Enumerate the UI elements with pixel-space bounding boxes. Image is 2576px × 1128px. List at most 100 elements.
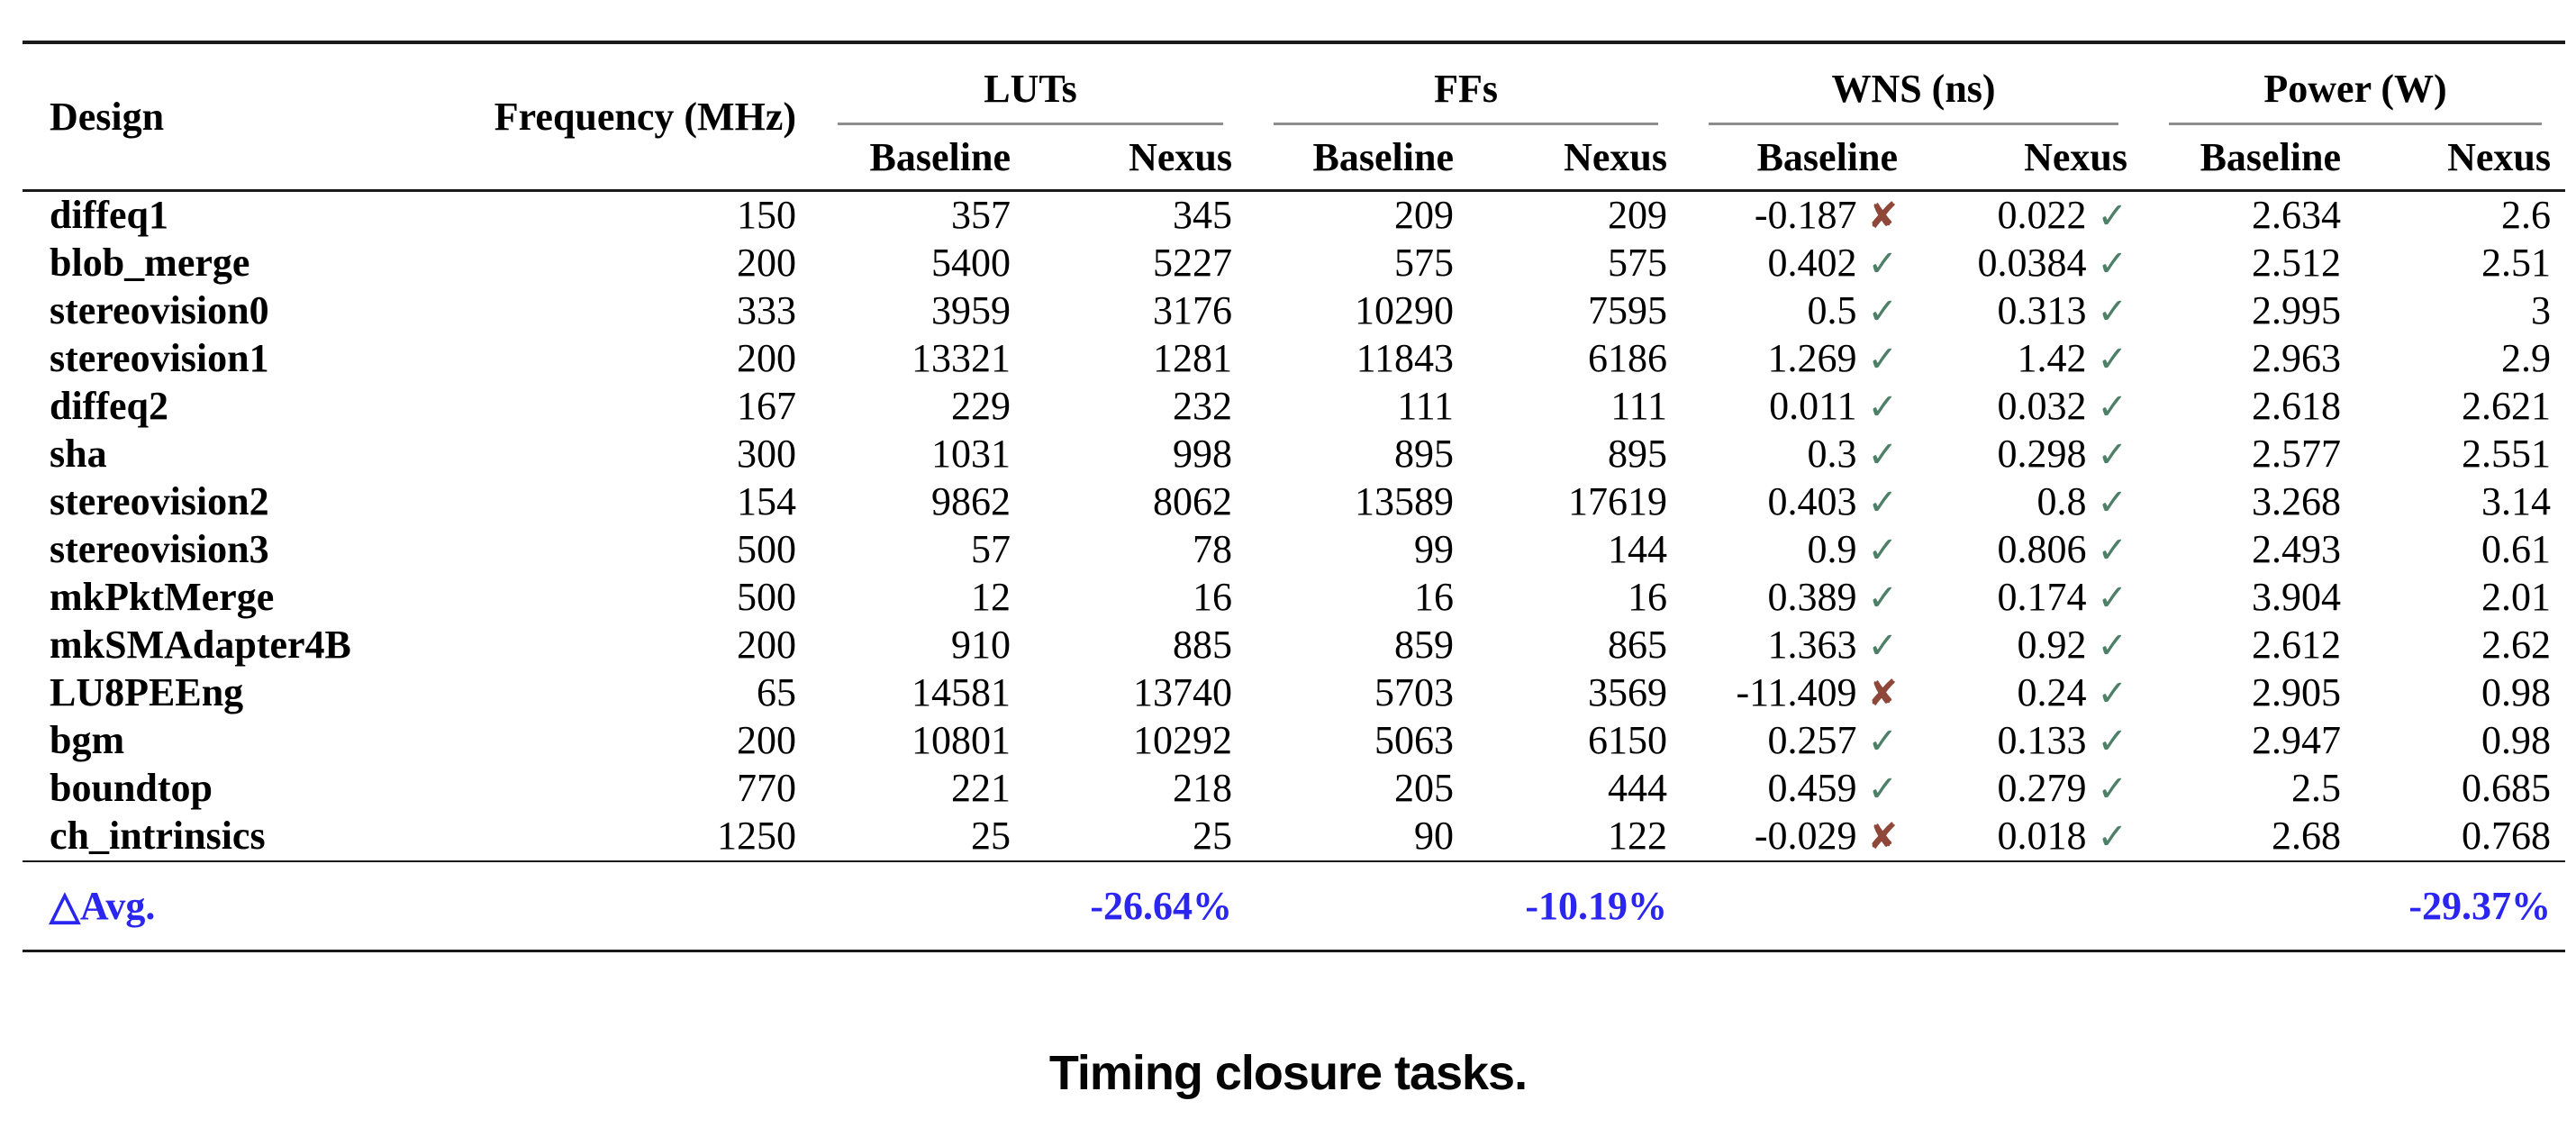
power-baseline-value: 2.634 bbox=[2142, 190, 2355, 240]
wns-nexus-value-text: 0.0384 bbox=[1977, 240, 2087, 285]
frequency-value-text: 150 bbox=[737, 193, 796, 237]
power-nexus-value: 3 bbox=[2355, 287, 2565, 335]
power-baseline-value-text: 2.5 bbox=[2291, 766, 2342, 810]
power-baseline-header: Baseline bbox=[2200, 134, 2342, 179]
timing-met-check-icon: ✓ bbox=[1867, 529, 1899, 571]
wns-nexus-value-text: 0.806 bbox=[1997, 526, 2087, 571]
ffs-baseline-value: 111 bbox=[1247, 383, 1468, 431]
table-row: sha 300 1031 998 895 895 0.3 ✓ 0.298 ✓ 2.577 2.551 bbox=[23, 431, 2565, 478]
luts-nexus-value-text: 345 bbox=[1173, 193, 1232, 237]
ffs-nexus-value: 16 bbox=[1468, 574, 1682, 622]
wns-baseline-value: 0.403 ✓ bbox=[1682, 478, 1912, 526]
luts-baseline-value-text: 5400 bbox=[931, 241, 1011, 285]
ffs-nexus-value-text: 895 bbox=[1608, 432, 1668, 476]
luts-baseline-value: 14581 bbox=[811, 669, 1025, 717]
ffs-nexus-value-text: 575 bbox=[1608, 241, 1668, 285]
luts-nexus-value-text: 8062 bbox=[1153, 479, 1232, 523]
ffs-nexus-value: 895 bbox=[1468, 431, 1682, 478]
wns-baseline-value-text: 0.389 bbox=[1767, 574, 1857, 619]
wns-baseline-value-text: 0.403 bbox=[1767, 478, 1857, 523]
wns-baseline-value-text: 0.011 bbox=[1769, 383, 1857, 428]
wns-baseline-value: -11.409 ✘ bbox=[1682, 669, 1912, 717]
luts-baseline-value: 9862 bbox=[811, 478, 1025, 526]
luts-baseline-value: 910 bbox=[811, 622, 1025, 669]
power-baseline-value-text: 2.512 bbox=[2252, 241, 2342, 285]
ffs-nexus-value: 111 bbox=[1468, 383, 1682, 431]
ffs-nexus-value-text: 209 bbox=[1608, 193, 1668, 237]
wns-nexus-value: 0.0384 ✓ bbox=[1912, 240, 2142, 287]
ffs-nexus-value-text: 144 bbox=[1608, 527, 1668, 571]
timing-met-check-icon: ✓ bbox=[2097, 290, 2128, 332]
wns-nexus-value-text: 0.313 bbox=[1997, 287, 2087, 332]
frequency-value: 200 bbox=[428, 622, 811, 669]
wns-baseline-value-text: -0.187 bbox=[1754, 192, 1857, 237]
timing-met-check-icon: ✓ bbox=[2097, 815, 2128, 858]
average-delta-label: △Avg. bbox=[50, 883, 156, 928]
ffs-baseline-value-text: 209 bbox=[1394, 193, 1454, 237]
wns-baseline-value-text: 0.9 bbox=[1807, 526, 1857, 571]
wns-nexus-value: 0.8 ✓ bbox=[1912, 478, 2142, 526]
ffs-baseline-value-text: 111 bbox=[1397, 384, 1454, 428]
power-nexus-value: 2.01 bbox=[2355, 574, 2565, 622]
timing-met-check-icon: ✓ bbox=[1867, 624, 1899, 667]
frequency-value-text: 500 bbox=[737, 527, 796, 571]
ffs-baseline-value: 209 bbox=[1247, 190, 1468, 240]
luts-nexus-value-text: 25 bbox=[1193, 814, 1232, 858]
timing-met-check-icon: ✓ bbox=[1867, 338, 1899, 380]
design-name-text: ch_intrinsics bbox=[50, 814, 266, 858]
luts-baseline-value-text: 1031 bbox=[931, 432, 1011, 476]
design-name: stereovision0 bbox=[23, 287, 428, 335]
power-baseline-value-text: 2.947 bbox=[2252, 718, 2342, 762]
wns-baseline-value-text: 0.3 bbox=[1807, 431, 1857, 476]
wns-baseline-value: -0.029 ✘ bbox=[1682, 813, 1912, 861]
ffs-baseline-value-text: 895 bbox=[1394, 432, 1454, 476]
frequency-value-text: 300 bbox=[737, 432, 796, 476]
design-name-text: stereovision0 bbox=[50, 288, 269, 332]
ffs-baseline-value-text: 11843 bbox=[1356, 336, 1454, 380]
luts-nexus-value: 3176 bbox=[1025, 287, 1247, 335]
power-nexus-value-text: 2.9 bbox=[2501, 336, 2552, 380]
design-name: ch_intrinsics bbox=[23, 813, 428, 861]
ffs-nexus-value: 209 bbox=[1468, 190, 1682, 240]
power-nexus-value-text: 3.14 bbox=[2481, 479, 2552, 523]
power-nexus-value-text: 0.98 bbox=[2481, 718, 2552, 762]
table-row: mkSMAdapter4B 200 910 885 859 865 1.363 ✓ 0.92 ✓ 2… bbox=[23, 622, 2565, 669]
ffs-nexus-value-text: 6186 bbox=[1588, 336, 1668, 380]
table-row: boundtop 770 221 218 205 444 0.459 ✓ 0.279 ✓ 2.5 0.… bbox=[23, 765, 2565, 813]
power-baseline-value-text: 2.68 bbox=[2272, 814, 2342, 858]
luts-baseline-value: 229 bbox=[811, 383, 1025, 431]
wns-nexus-value-text: 0.8 bbox=[2036, 478, 2087, 523]
luts-average-delta: -26.64% bbox=[1090, 883, 1232, 928]
design-name: diffeq1 bbox=[23, 190, 428, 240]
frequency-value-text: 333 bbox=[737, 288, 796, 332]
wns-nexus-value: 0.133 ✓ bbox=[1912, 717, 2142, 765]
power-baseline-value: 2.947 bbox=[2142, 717, 2355, 765]
power-baseline-value-text: 2.905 bbox=[2252, 670, 2342, 714]
ffs-nexus-value-text: 16 bbox=[1628, 575, 1668, 619]
power-baseline-value: 2.963 bbox=[2142, 335, 2355, 383]
power-nexus-value-text: 0.768 bbox=[2462, 814, 2552, 858]
wns-baseline-value: 0.5 ✓ bbox=[1682, 287, 1912, 335]
design-name-text: boundtop bbox=[50, 766, 213, 810]
wns-nexus-value: 0.313 ✓ bbox=[1912, 287, 2142, 335]
wns-nexus-value: 1.42 ✓ bbox=[1912, 335, 2142, 383]
wns-baseline-value-text: 0.257 bbox=[1767, 717, 1857, 762]
luts-nexus-value-text: 218 bbox=[1173, 766, 1232, 810]
ffs-nexus-value: 3569 bbox=[1468, 669, 1682, 717]
luts-nexus-value-text: 998 bbox=[1173, 432, 1232, 476]
ffs-nexus-value-text: 111 bbox=[1610, 384, 1668, 428]
power-baseline-value-text: 2.612 bbox=[2252, 623, 2342, 667]
power-group-label: Power (W) bbox=[2263, 67, 2447, 111]
luts-nexus-value-text: 1281 bbox=[1153, 336, 1232, 380]
ffs-baseline-value-text: 13589 bbox=[1355, 479, 1454, 523]
ffs-nexus-value-text: 7595 bbox=[1588, 288, 1668, 332]
power-baseline-value: 2.905 bbox=[2142, 669, 2355, 717]
power-baseline-value-text: 3.268 bbox=[2252, 479, 2342, 523]
design-column-header: Design bbox=[50, 94, 165, 139]
wns-nexus-value: 0.279 ✓ bbox=[1912, 765, 2142, 813]
luts-baseline-value: 357 bbox=[811, 190, 1025, 240]
power-baseline-value-text: 2.577 bbox=[2252, 432, 2342, 476]
frequency-value-text: 200 bbox=[737, 718, 796, 762]
luts-nexus-value: 998 bbox=[1025, 431, 1247, 478]
frequency-value: 1250 bbox=[428, 813, 811, 861]
